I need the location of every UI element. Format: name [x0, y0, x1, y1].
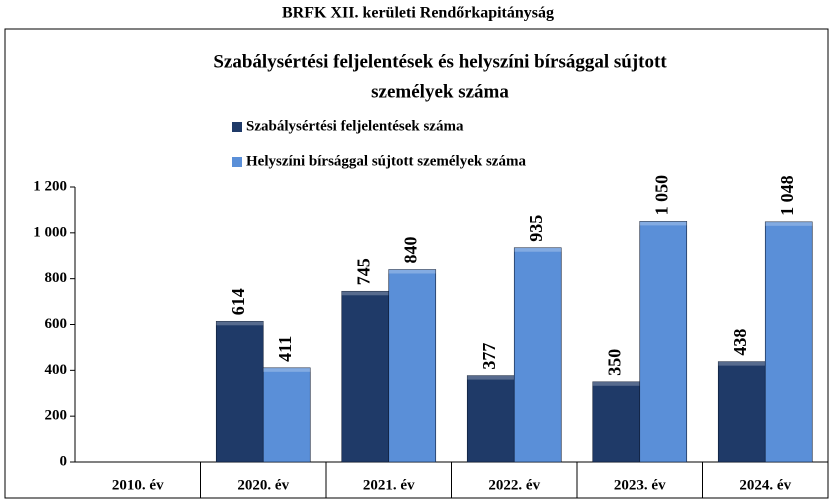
y-tick-label: 1 000: [33, 224, 67, 240]
bar-top: [341, 291, 389, 296]
bar-top: [388, 269, 436, 274]
value-label: 614: [228, 288, 248, 315]
legend-label: Helyszíni bírsággal sújtott személyek sz…: [246, 153, 526, 169]
value-label: 745: [353, 258, 373, 285]
bar-top: [216, 321, 264, 326]
y-tick-label: 0: [60, 453, 68, 469]
x-tick-label: 2020. év: [237, 477, 289, 493]
value-label: 411: [275, 336, 295, 362]
bar: [388, 269, 437, 463]
page-title: BRFK XII. kerületi Rendőrkapitányság: [282, 5, 554, 22]
value-label: 350: [604, 349, 624, 376]
chart-title: Szabálysértési feljelentések és helyszín…: [213, 51, 667, 72]
y-tick-label: 200: [45, 408, 68, 424]
bar-top: [592, 381, 640, 386]
value-label: 1 050: [651, 175, 671, 216]
bar-top: [514, 247, 562, 252]
bar: [341, 290, 390, 463]
bar: [592, 381, 641, 463]
value-label: 935: [526, 215, 546, 242]
value-label: 438: [730, 329, 750, 356]
legend-swatch: [232, 122, 242, 132]
x-tick-label: 2024. év: [739, 477, 791, 493]
value-label: 840: [400, 237, 420, 264]
y-tick-label: 1 200: [33, 178, 67, 194]
x-tick-label: 2010. év: [112, 477, 164, 493]
bar: [262, 367, 311, 463]
bar: [466, 375, 515, 463]
y-tick-label: 400: [45, 362, 68, 378]
y-tick-label: 600: [45, 316, 68, 332]
x-tick-label: 2023. év: [614, 477, 666, 493]
x-tick-label: 2022. év: [488, 477, 540, 493]
bar: [639, 221, 688, 463]
bar-top: [765, 221, 813, 226]
bar-top: [263, 367, 311, 372]
bar: [215, 320, 264, 463]
bar-top: [639, 221, 687, 226]
bar: [764, 221, 813, 463]
bar-top: [718, 361, 766, 366]
chart-title: személyek száma: [371, 81, 509, 102]
x-tick-label: 2021. év: [363, 477, 415, 493]
y-tick-label: 800: [45, 270, 68, 286]
value-label: 1 048: [777, 175, 797, 216]
bar: [717, 361, 766, 463]
value-label: 377: [479, 343, 499, 370]
bar-top: [467, 375, 515, 380]
legend-swatch: [232, 157, 242, 167]
bar: [513, 247, 562, 463]
legend-label: Szabálysértési feljelentések száma: [246, 118, 464, 134]
